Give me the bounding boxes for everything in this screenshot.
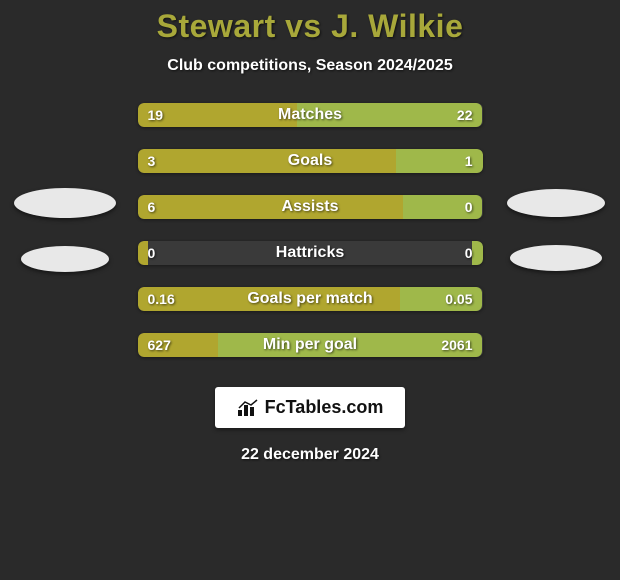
stat-value-right: 0 [465, 199, 473, 215]
stat-value-left: 627 [148, 337, 171, 353]
footer-logo-text: FcTables.com [265, 397, 384, 418]
stat-value-right: 22 [457, 107, 473, 123]
stat-row-goals-per-match: 0.16 0.05 Goals per match [138, 287, 483, 311]
infographic-container: Stewart vs J. Wilkie Club competitions, … [0, 0, 620, 580]
bar-left [138, 241, 148, 265]
stat-label: Assists [282, 198, 339, 216]
page-subtitle: Club competitions, Season 2024/2025 [167, 57, 452, 75]
stat-row-min-per-goal: 627 2061 Min per goal [138, 333, 483, 357]
avatar-placeholder-left-0 [14, 188, 116, 218]
bar-right [472, 241, 482, 265]
chart-icon [237, 399, 259, 417]
stat-value-right: 1 [465, 153, 473, 169]
stat-value-left: 0.16 [148, 291, 175, 307]
stat-row-assists: 6 0 Assists [138, 195, 483, 219]
stat-value-left: 6 [148, 199, 156, 215]
stat-label: Min per goal [263, 336, 357, 354]
right-avatar-col [501, 189, 611, 271]
bar-left [138, 195, 404, 219]
stat-value-right: 0.05 [445, 291, 472, 307]
stat-label: Goals per match [247, 290, 372, 308]
stat-label: Goals [288, 152, 332, 170]
page-title: Stewart vs J. Wilkie [157, 8, 464, 45]
stat-value-left: 0 [148, 245, 156, 261]
bars-area: 19 22 Matches 3 1 Goals 6 0 Assists 0 0 Hattricks 0.… [138, 103, 483, 357]
stat-row-hattricks: 0 0 Hattricks [138, 241, 483, 265]
stat-value-right: 2061 [441, 337, 472, 353]
stat-row-matches: 19 22 Matches [138, 103, 483, 127]
stat-value-left: 19 [148, 107, 164, 123]
avatar-placeholder-left-1 [21, 246, 109, 272]
comparison-area: 19 22 Matches 3 1 Goals 6 0 Assists 0 0 Hattricks 0.… [0, 103, 620, 357]
footer-logo: FcTables.com [215, 387, 406, 428]
stat-row-goals: 3 1 Goals [138, 149, 483, 173]
left-avatar-col [10, 188, 120, 272]
avatar-placeholder-right-0 [507, 189, 605, 217]
footer-date: 22 december 2024 [241, 446, 379, 464]
stat-value-right: 0 [465, 245, 473, 261]
avatar-placeholder-right-1 [510, 245, 602, 271]
stat-label: Matches [278, 106, 342, 124]
stat-label: Hattricks [276, 244, 344, 262]
stat-value-left: 3 [148, 153, 156, 169]
bar-left [138, 149, 397, 173]
